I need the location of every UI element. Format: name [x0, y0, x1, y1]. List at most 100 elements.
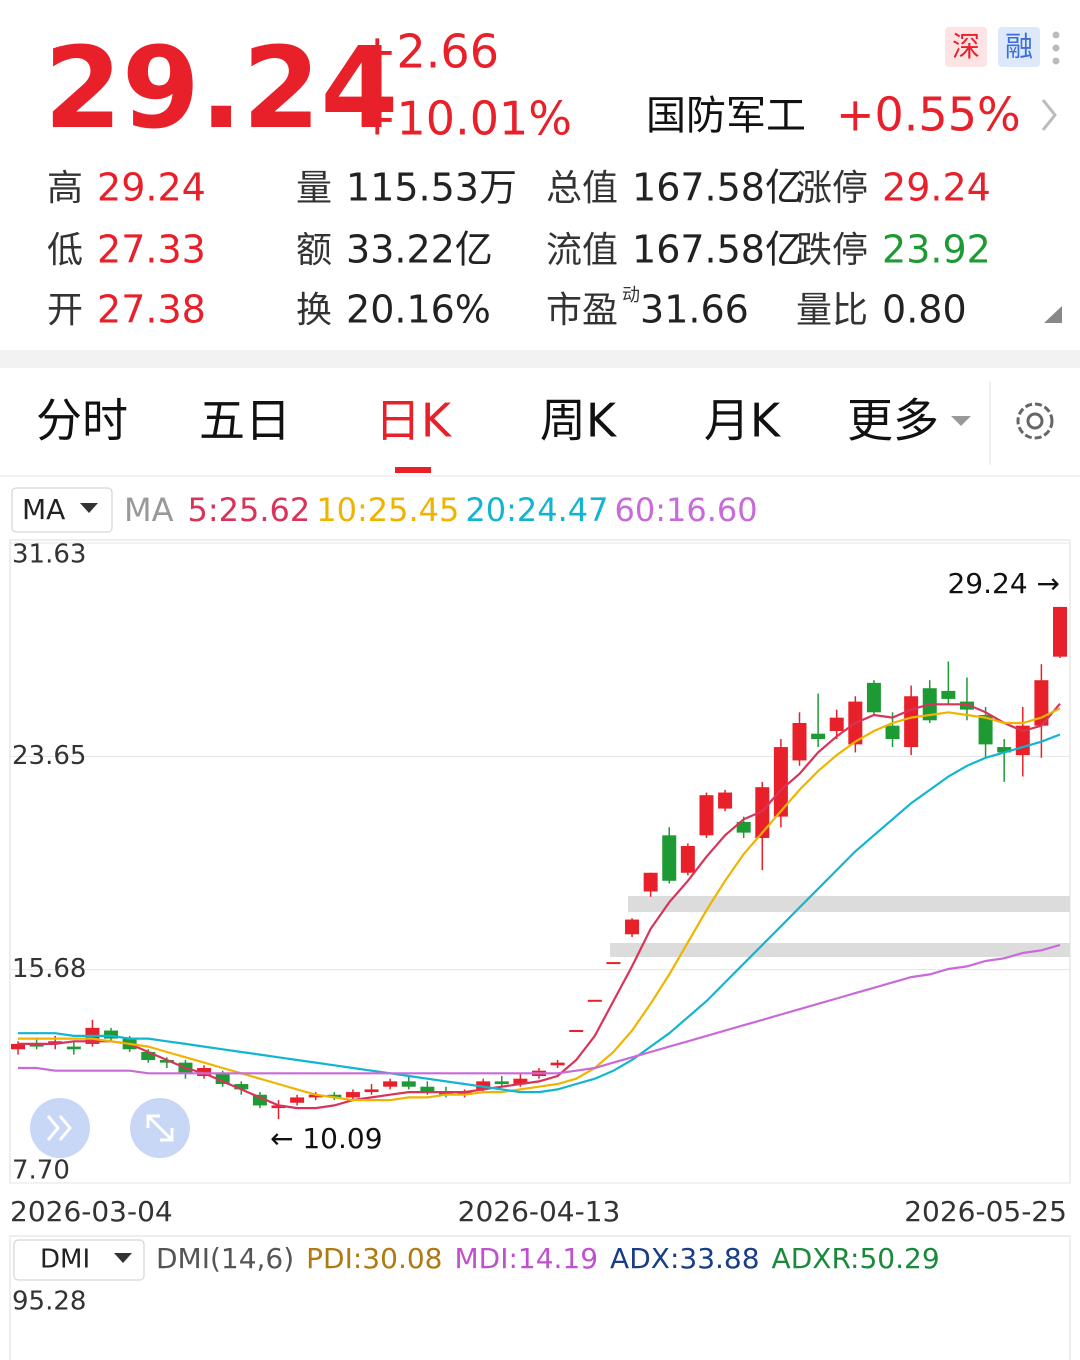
price: 29.24: [44, 24, 398, 154]
stat-value: 27.38: [97, 288, 206, 332]
legend-entry: 10:25.45: [316, 491, 459, 529]
candle-body: [959, 701, 974, 710]
candle-body: [327, 1094, 342, 1098]
candle-body: [755, 787, 770, 838]
stat-label: 市盈: [546, 290, 618, 331]
candle-body: [290, 1097, 305, 1103]
stat-value: 29.24: [97, 166, 206, 210]
nav-button[interactable]: [30, 1098, 90, 1158]
ma-line: [18, 943, 1061, 1075]
stat-value: 167.58亿: [632, 228, 803, 272]
candle-body: [829, 717, 844, 732]
stat-value: 31.66: [640, 288, 749, 332]
stat-label: 开: [47, 290, 83, 331]
x-tick-label: 2026-05-25: [904, 1195, 1067, 1228]
stat-label: 跌停: [796, 230, 868, 271]
stat-value: 115.53万: [346, 166, 517, 210]
dmi-selector[interactable]: [13, 1239, 145, 1281]
chevron[interactable]: [1041, 99, 1057, 131]
tab[interactable]: 分时: [36, 394, 128, 448]
candle-body: [718, 792, 733, 809]
stat-label: 总值: [546, 168, 618, 209]
candle-body: [699, 795, 714, 836]
dmi-frame: [9, 1235, 1071, 1360]
change: +2.66: [358, 25, 499, 79]
badge-bg: [998, 27, 1040, 67]
candle-body: [215, 1073, 230, 1085]
candle-body: [494, 1081, 509, 1085]
stat-value: 23.92: [882, 228, 991, 272]
candle-body: [792, 722, 807, 761]
tab[interactable]: 更多: [847, 394, 939, 448]
candle-body: [29, 1043, 44, 1047]
candle-body: [438, 1092, 453, 1095]
dropdown-arrow: [114, 1253, 132, 1263]
candle-body: [587, 999, 602, 1002]
zone-band: [628, 896, 1070, 912]
x-tick-label: 2026-04-13: [458, 1195, 621, 1228]
badge: 融: [1005, 30, 1033, 63]
candle-body: [252, 1094, 267, 1106]
dmi-item: ADX:33.88: [610, 1242, 760, 1275]
candle-body: [997, 747, 1012, 753]
more-dots[interactable]: [1052, 31, 1060, 65]
section-gap: [0, 350, 1080, 368]
stat-value: 29.24: [882, 166, 991, 210]
candle-body: [550, 1062, 565, 1066]
stat-label: 高: [47, 168, 83, 209]
stat-label: 量: [296, 168, 332, 209]
candle-body: [1034, 680, 1049, 726]
candle-body: [643, 872, 658, 892]
tab-indicator: [395, 467, 431, 473]
candle-body: [383, 1081, 398, 1087]
dmi-item: PDI:30.08: [306, 1242, 442, 1275]
candle-body: [569, 1030, 584, 1033]
y-tick-label: 23.65: [12, 741, 86, 771]
settings-icon[interactable]: [1016, 402, 1054, 440]
tab[interactable]: 日K: [375, 394, 453, 448]
tab[interactable]: 五日: [199, 394, 291, 448]
candle-body: [885, 725, 900, 740]
change-pct: +10.01%: [358, 92, 572, 146]
candle-body: [420, 1086, 435, 1093]
indicator-selector-label: MA: [22, 493, 65, 526]
dmi-name: DMI(14,6): [156, 1242, 294, 1275]
stat-value: 0.80: [882, 288, 967, 332]
stat-value: 20.16%: [346, 288, 491, 332]
tab[interactable]: 周K: [540, 394, 618, 448]
x-tick-label: 2026-03-04: [10, 1195, 173, 1228]
candle-body: [104, 1030, 119, 1039]
candle-body: [606, 962, 621, 965]
candle-body: [476, 1081, 491, 1090]
dmi-item: MDI:14.19: [454, 1242, 598, 1275]
candle-body: [866, 682, 881, 713]
sector: 国防军工: [646, 93, 806, 139]
candle-body: [457, 1092, 472, 1095]
indicator-selector[interactable]: [11, 487, 113, 533]
candle-body: [773, 747, 788, 817]
stat-value: 167.58亿: [632, 166, 803, 210]
candle-body: [662, 835, 677, 881]
candle-body: [234, 1084, 249, 1090]
ma-line: [18, 733, 1061, 1094]
ma-line: [18, 702, 1061, 1110]
legend-entry: 20:24.47: [465, 491, 608, 529]
candle-body: [11, 1043, 25, 1050]
tab[interactable]: 月K: [704, 394, 782, 448]
candle-body: [48, 1041, 63, 1044]
candle-body: [66, 1046, 81, 1050]
candle-body: [271, 1105, 286, 1109]
dmi-item: ADXR:50.29: [772, 1242, 940, 1275]
zoom-button[interactable]: [130, 1098, 190, 1158]
candle-body: [978, 714, 993, 745]
candle-body: [141, 1051, 156, 1060]
legend-entry: 5:25.62: [188, 491, 311, 529]
stat-value: 27.33: [97, 228, 206, 272]
sector-change: +0.55%: [836, 88, 1021, 142]
dmi-selector-label: DMI: [40, 1245, 90, 1275]
candle-body: [197, 1067, 212, 1077]
candle-body: [401, 1081, 416, 1087]
stat-label: 流值: [546, 230, 618, 271]
expand-triangle[interactable]: [1044, 306, 1062, 323]
